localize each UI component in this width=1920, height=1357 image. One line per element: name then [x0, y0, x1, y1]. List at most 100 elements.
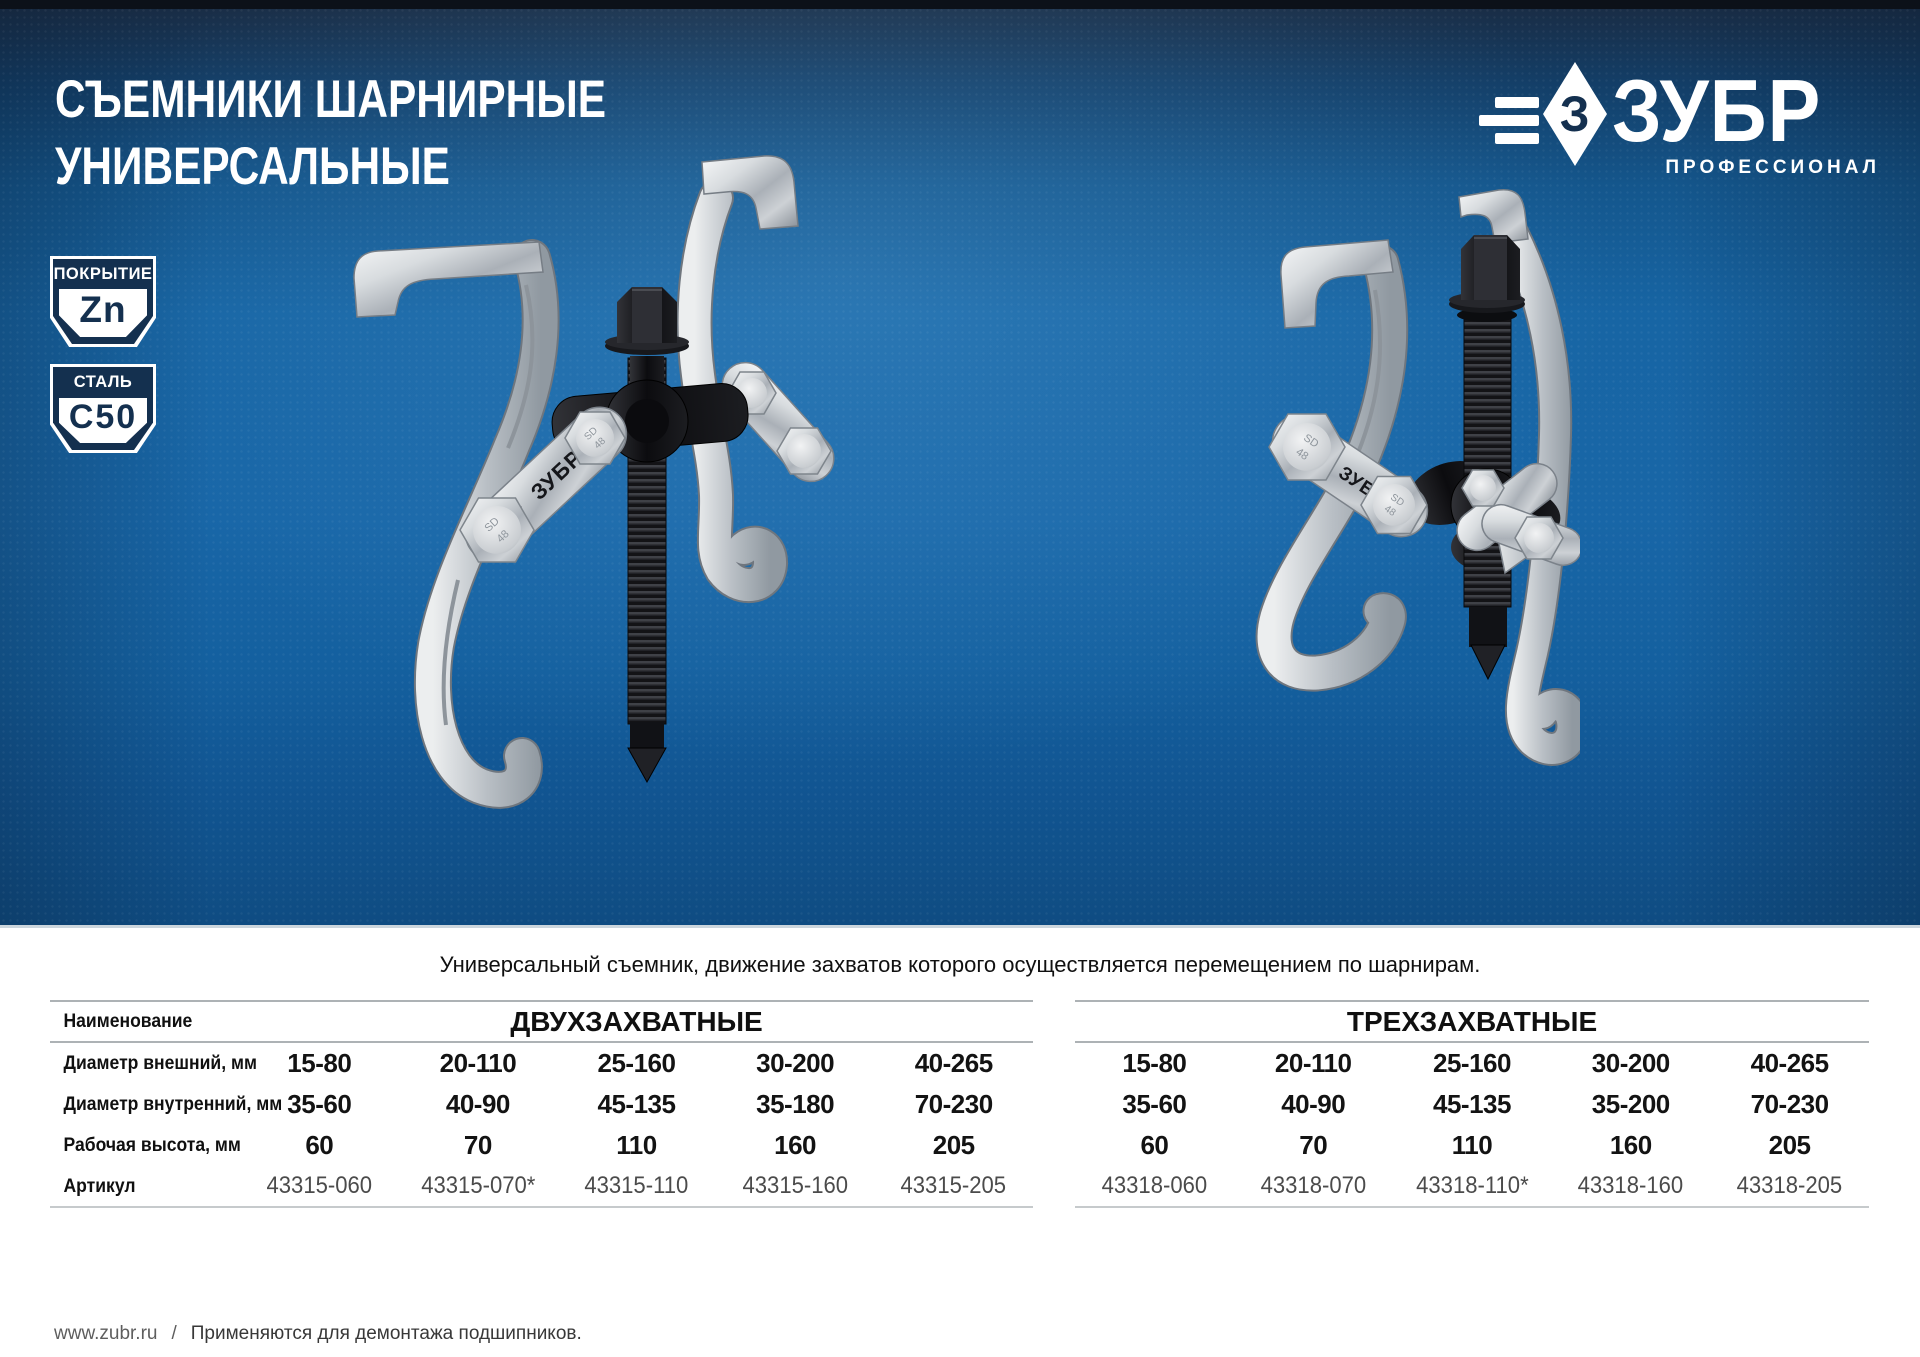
- footer-note: Применяются для демонтажа подшипников.: [190, 1323, 582, 1344]
- steel-badge-value: С50: [59, 398, 147, 443]
- sku-value: 43318-160: [1577, 1172, 1684, 1199]
- spec-value: 40-265: [1750, 1048, 1829, 1078]
- spec-value: 25-160: [597, 1048, 676, 1078]
- spec-value: 40-90: [445, 1089, 510, 1119]
- row-label: Рабочая высота, мм: [63, 1134, 241, 1156]
- spec-value: 35-200: [1591, 1089, 1670, 1119]
- spec-value: 15-80: [1122, 1048, 1187, 1078]
- hex-bolt: SD 48: [1268, 413, 1346, 481]
- brand-name: ЗУБР: [1612, 61, 1822, 160]
- link-plate: ЗУБР SD 48 SD 48: [1268, 413, 1429, 538]
- spec-row-outer-diameter: 15-80 20-110 25-160 30-200 40-265: [1075, 1043, 1869, 1084]
- spec-table-two-jaw: Наименование ДВУХЗАХВАТНЫЕ Диаметр внешний…: [50, 1000, 1033, 1208]
- two-jaw-puller-image: ЗУБР SD 48 SD 48: [353, 155, 835, 809]
- spec-value: 70: [463, 1130, 492, 1160]
- zubr-diamond-icon: З: [1543, 62, 1607, 166]
- coating-badge: ПОКРЫТИЕ Zn: [50, 256, 156, 347]
- table-group-title: ТРЕХЗАХВАТНЫЕ: [1346, 1005, 1598, 1037]
- spec-value: 45-135: [1433, 1089, 1511, 1119]
- sku-value: 43315-205: [900, 1172, 1007, 1199]
- right-link-plate: [1456, 462, 1580, 575]
- sku-value: 43318-070: [1260, 1172, 1366, 1199]
- hex-bolt: SD 48: [564, 411, 626, 465]
- spec-value: 205: [932, 1130, 975, 1160]
- sku-value: 43318-205: [1736, 1172, 1843, 1199]
- spec-row-inner-diameter: 35-60 40-90 45-135 35-200 70-230: [1075, 1084, 1869, 1125]
- logo-speed-lines-icon: [1477, 97, 1539, 144]
- spec-value: 30-200: [1591, 1048, 1670, 1078]
- spec-row-outer-diameter: Диаметр внешний, мм 15-80 20-110 25-160 30-2…: [50, 1043, 1033, 1084]
- spec-value: 70-230: [914, 1089, 993, 1119]
- title-line-1: СЪЕМНИКИ ШАРНИРНЫЕ: [55, 70, 607, 129]
- spec-value: 70-230: [1750, 1089, 1829, 1119]
- three-jaw-puller-image: ЗУБР SD 48 SD 48: [1255, 189, 1580, 766]
- steel-badge: СТАЛЬ С50: [50, 364, 156, 453]
- hex-bolt: SD 48: [459, 497, 535, 563]
- sku-value: 43318-060: [1101, 1172, 1208, 1199]
- spec-value: 110: [616, 1130, 657, 1160]
- row-label: Диаметр внешний, мм: [63, 1052, 257, 1074]
- left-jaw: [1255, 239, 1409, 692]
- right-link-plate: [721, 361, 835, 483]
- coating-badge-value: Zn: [59, 289, 147, 337]
- row-label: Артикул: [63, 1174, 136, 1197]
- spec-section: Универсальный съемник, движение захватов…: [0, 925, 1920, 1357]
- hero-banner: СЪЕМНИКИ ШАРНИРНЫЕ УНИВЕРСАЛЬНЫЕ З ЗУБР П…: [0, 0, 1920, 925]
- table-group-title: ДВУХЗАХВАТНЫЕ: [510, 1005, 763, 1037]
- site-url[interactable]: www.zubr.ru: [54, 1323, 158, 1344]
- spec-value: 160: [774, 1130, 817, 1160]
- spec-value: 30-200: [756, 1048, 835, 1078]
- footer-separator: /: [171, 1323, 177, 1344]
- spec-value: 205: [1768, 1130, 1811, 1160]
- row-label-name: Наименование: [63, 1010, 193, 1032]
- screw-tip: [627, 747, 667, 784]
- steel-badge-label: СТАЛЬ: [73, 373, 133, 391]
- spec-table-three-jaw: ТРЕХЗАХВАТНЫЕ 15-80 20-110 25-160 30-200 40-2…: [1075, 1000, 1869, 1208]
- title-line-2: УНИВЕРСАЛЬНЫЕ: [55, 137, 450, 196]
- spec-row-sku: 43318-060 43318-070 43318-110* 43318-160 433…: [1075, 1166, 1869, 1208]
- spec-row-work-height: Рабочая высота, мм 60 70 110 160 205: [50, 1125, 1033, 1166]
- spec-value: 15-80: [287, 1048, 352, 1078]
- hex-head: [605, 287, 689, 355]
- link-plate: ЗУБР SD 48 SD 48: [459, 406, 628, 563]
- page-title: СЪЕМНИКИ ШАРНИРНЫЕ УНИВЕРСАЛЬНЫЕ: [55, 66, 606, 200]
- table-header-row: ТРЕХЗАХВАТНЫЕ: [1075, 1000, 1869, 1043]
- spec-value: 70: [1299, 1130, 1328, 1160]
- zubr-icon-letter: З: [1560, 86, 1590, 142]
- hex-head: [1449, 235, 1525, 322]
- spec-row-inner-diameter: Диаметр внутренний, мм 35-60 40-90 45-135 35…: [50, 1084, 1033, 1125]
- coating-badge-label: ПОКРЫТИЕ: [53, 264, 153, 283]
- sku-value: 43315-060: [266, 1172, 373, 1199]
- sku-value: 43315-110: [584, 1172, 689, 1199]
- screw-tip: [1470, 644, 1506, 681]
- spec-value: 35-60: [287, 1089, 352, 1119]
- spec-value: 35-60: [1122, 1089, 1187, 1119]
- spec-value: 160: [1609, 1130, 1652, 1160]
- hex-bolt: [776, 427, 832, 475]
- right-jaw: [676, 155, 799, 603]
- spec-value: 20-110: [439, 1048, 517, 1078]
- table-header-row: Наименование ДВУХЗАХВАТНЫЕ: [50, 1000, 1033, 1043]
- brand-tagline: ПРОФЕССИОНАЛ: [1665, 157, 1880, 178]
- left-jaw: [353, 239, 560, 809]
- spec-value: 60: [1140, 1130, 1169, 1160]
- footer: www.zubr.ru / Применяются для демонтажа по…: [54, 1323, 582, 1345]
- sku-value: 43315-070*: [420, 1172, 535, 1199]
- back-jaw: [1458, 189, 1580, 766]
- top-strip: [0, 0, 1920, 9]
- spec-value: 25-160: [1433, 1048, 1511, 1078]
- row-label: Диаметр внутренний, мм: [63, 1093, 283, 1115]
- spec-row-work-height: 60 70 110 160 205: [1075, 1125, 1869, 1166]
- bolt-stamp: 48: [1294, 446, 1311, 463]
- spec-row-sku: Артикул 43315-060 43315-070* 43315-110 43315…: [50, 1166, 1033, 1208]
- hex-bolt: [1514, 516, 1564, 560]
- sku-value: 43318-110*: [1415, 1172, 1529, 1199]
- spec-value: 45-135: [597, 1089, 676, 1119]
- spec-value: 40-265: [914, 1048, 993, 1078]
- hex-bolt: SD 48: [1360, 475, 1428, 535]
- spec-value: 35-180: [756, 1089, 835, 1119]
- sku-value: 43315-160: [742, 1172, 848, 1199]
- spec-value: 110: [1451, 1130, 1493, 1160]
- product-description: Универсальный съемник, движение захватов…: [439, 952, 1481, 977]
